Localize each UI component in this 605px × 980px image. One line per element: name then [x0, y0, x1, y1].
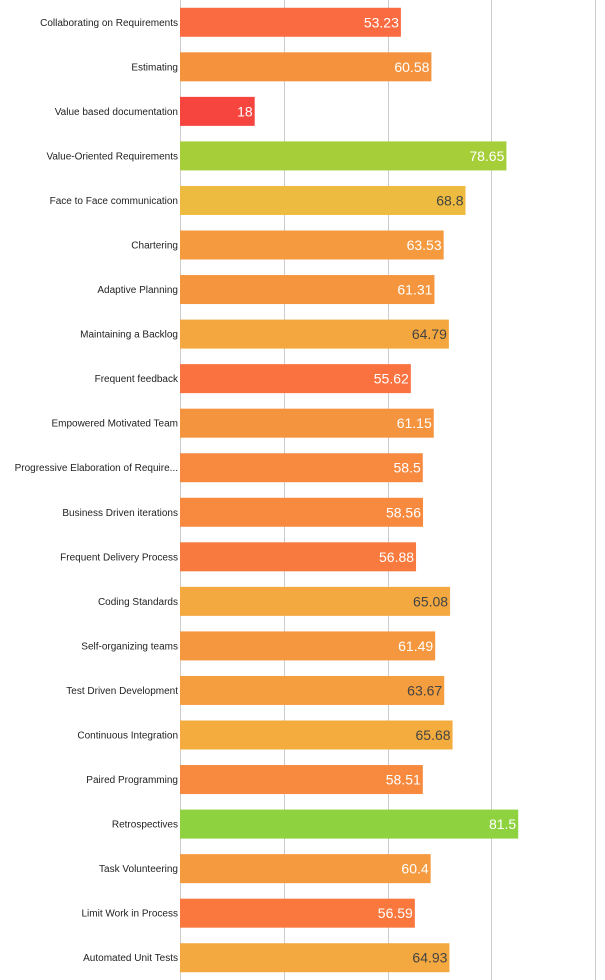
value-label: 68.8	[436, 192, 463, 208]
value-label: 61.49	[398, 638, 433, 654]
bar	[180, 720, 453, 750]
category-label: Collaborating on Requirements	[40, 18, 178, 29]
category-labels: Collaborating on Requirements Estimating V…	[15, 18, 179, 964]
bar	[180, 586, 451, 616]
bar	[180, 453, 423, 483]
value-label: 81.5	[489, 816, 516, 832]
category-label: Value based documentation	[55, 107, 178, 118]
category-label: Business Driven iterations	[62, 508, 178, 519]
bar	[180, 631, 436, 661]
value-label: 53.23	[364, 14, 399, 30]
bar	[180, 497, 424, 527]
bar	[180, 185, 466, 215]
bar	[180, 7, 401, 37]
bar	[180, 809, 519, 839]
category-label: Frequent Delivery Process	[60, 552, 178, 563]
value-label: 55.62	[374, 371, 409, 387]
bar	[180, 275, 435, 305]
category-label: Chartering	[131, 241, 178, 252]
category-label: Value-Oriented Requirements	[46, 151, 178, 162]
value-label: 64.79	[412, 326, 447, 342]
category-label: Adaptive Planning	[97, 285, 178, 296]
category-label: Maintaining a Backlog	[80, 330, 178, 341]
value-label: 64.93	[412, 950, 447, 966]
value-label: 60.58	[394, 59, 429, 75]
value-label: 58.56	[386, 504, 421, 520]
category-label: Self-organizing teams	[81, 641, 178, 652]
bars	[180, 7, 519, 973]
value-label: 63.67	[407, 682, 442, 698]
value-label: 63.53	[407, 237, 442, 253]
category-label: Retrospectives	[112, 820, 178, 831]
bar	[180, 898, 415, 928]
category-label: Frequent feedback	[95, 374, 179, 385]
value-label: 78.65	[469, 148, 504, 164]
category-label: Empowered Motivated Team	[51, 419, 178, 430]
category-label: Continuous Integration	[77, 731, 178, 742]
value-label: 56.59	[378, 905, 413, 921]
value-label: 58.5	[394, 460, 421, 476]
bar	[180, 364, 411, 394]
bar	[180, 765, 423, 795]
value-label: 61.31	[397, 282, 432, 298]
bar	[180, 319, 449, 349]
bar	[180, 675, 445, 705]
bar	[180, 542, 417, 572]
category-label: Task Volunteering	[99, 864, 178, 875]
category-label: Coding Standards	[98, 597, 178, 608]
bar	[180, 52, 432, 82]
bar	[180, 854, 431, 884]
bar	[180, 141, 507, 171]
category-label: Face to Face communication	[50, 196, 178, 207]
value-label: 61.15	[397, 415, 432, 431]
category-label: Progressive Elaboration of Require...	[15, 463, 178, 474]
value-label: 65.08	[413, 593, 448, 609]
bar	[180, 230, 444, 260]
bar	[180, 408, 434, 438]
value-labels: 53.23 60.58 18 78.65 68.8 63.53 61.31 64.79 55.6…	[237, 14, 516, 965]
category-label: Paired Programming	[86, 775, 178, 786]
value-label: 65.68	[416, 727, 451, 743]
category-label: Automated Unit Tests	[83, 953, 178, 964]
bar	[180, 96, 255, 126]
value-label: 60.4	[401, 861, 428, 877]
category-label: Limit Work in Process	[81, 909, 178, 920]
bar	[180, 943, 450, 973]
value-label: 56.88	[379, 549, 414, 565]
category-label: Estimating	[131, 62, 178, 73]
value-label: 18	[237, 103, 253, 119]
category-label: Test Driven Development	[66, 686, 178, 697]
value-label: 58.51	[386, 772, 421, 788]
